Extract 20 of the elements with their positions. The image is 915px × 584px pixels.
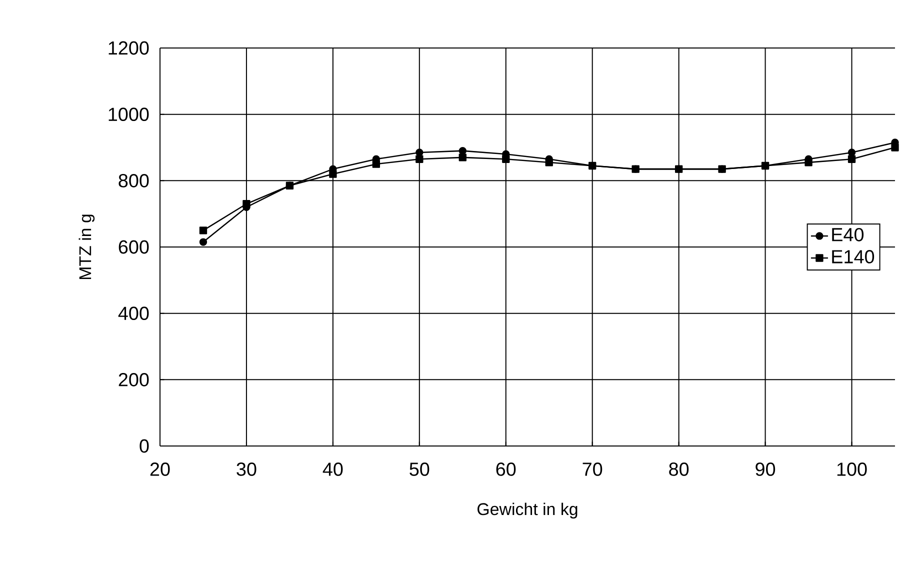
- x-tick-label: 50: [410, 462, 430, 476]
- x-tick-label: 60: [496, 462, 516, 476]
- x-tick-label: 20: [150, 462, 170, 476]
- legend-label: E40: [832, 228, 864, 242]
- x-tick-label: 90: [756, 462, 776, 476]
- y-tick-label: 0: [140, 439, 149, 453]
- x-tick-label: 30: [236, 462, 256, 476]
- x-tick-label: 40: [322, 462, 343, 476]
- x-tick-label: 100: [837, 462, 867, 476]
- x-axis-title: Gewicht in kg: [478, 502, 578, 519]
- y-tick-label: 1000: [108, 108, 149, 122]
- y-axis-title: MTZ in g: [78, 214, 95, 280]
- legend-label: E140: [832, 250, 874, 264]
- y-tick-label: 200: [118, 372, 149, 386]
- y-tick-label: 800: [118, 174, 149, 188]
- y-tick-label: 600: [118, 240, 149, 254]
- x-tick-label: 70: [582, 462, 602, 476]
- x-tick-label: 80: [669, 462, 689, 476]
- y-tick-label: 400: [118, 306, 149, 320]
- y-tick-label: 1200: [108, 41, 149, 55]
